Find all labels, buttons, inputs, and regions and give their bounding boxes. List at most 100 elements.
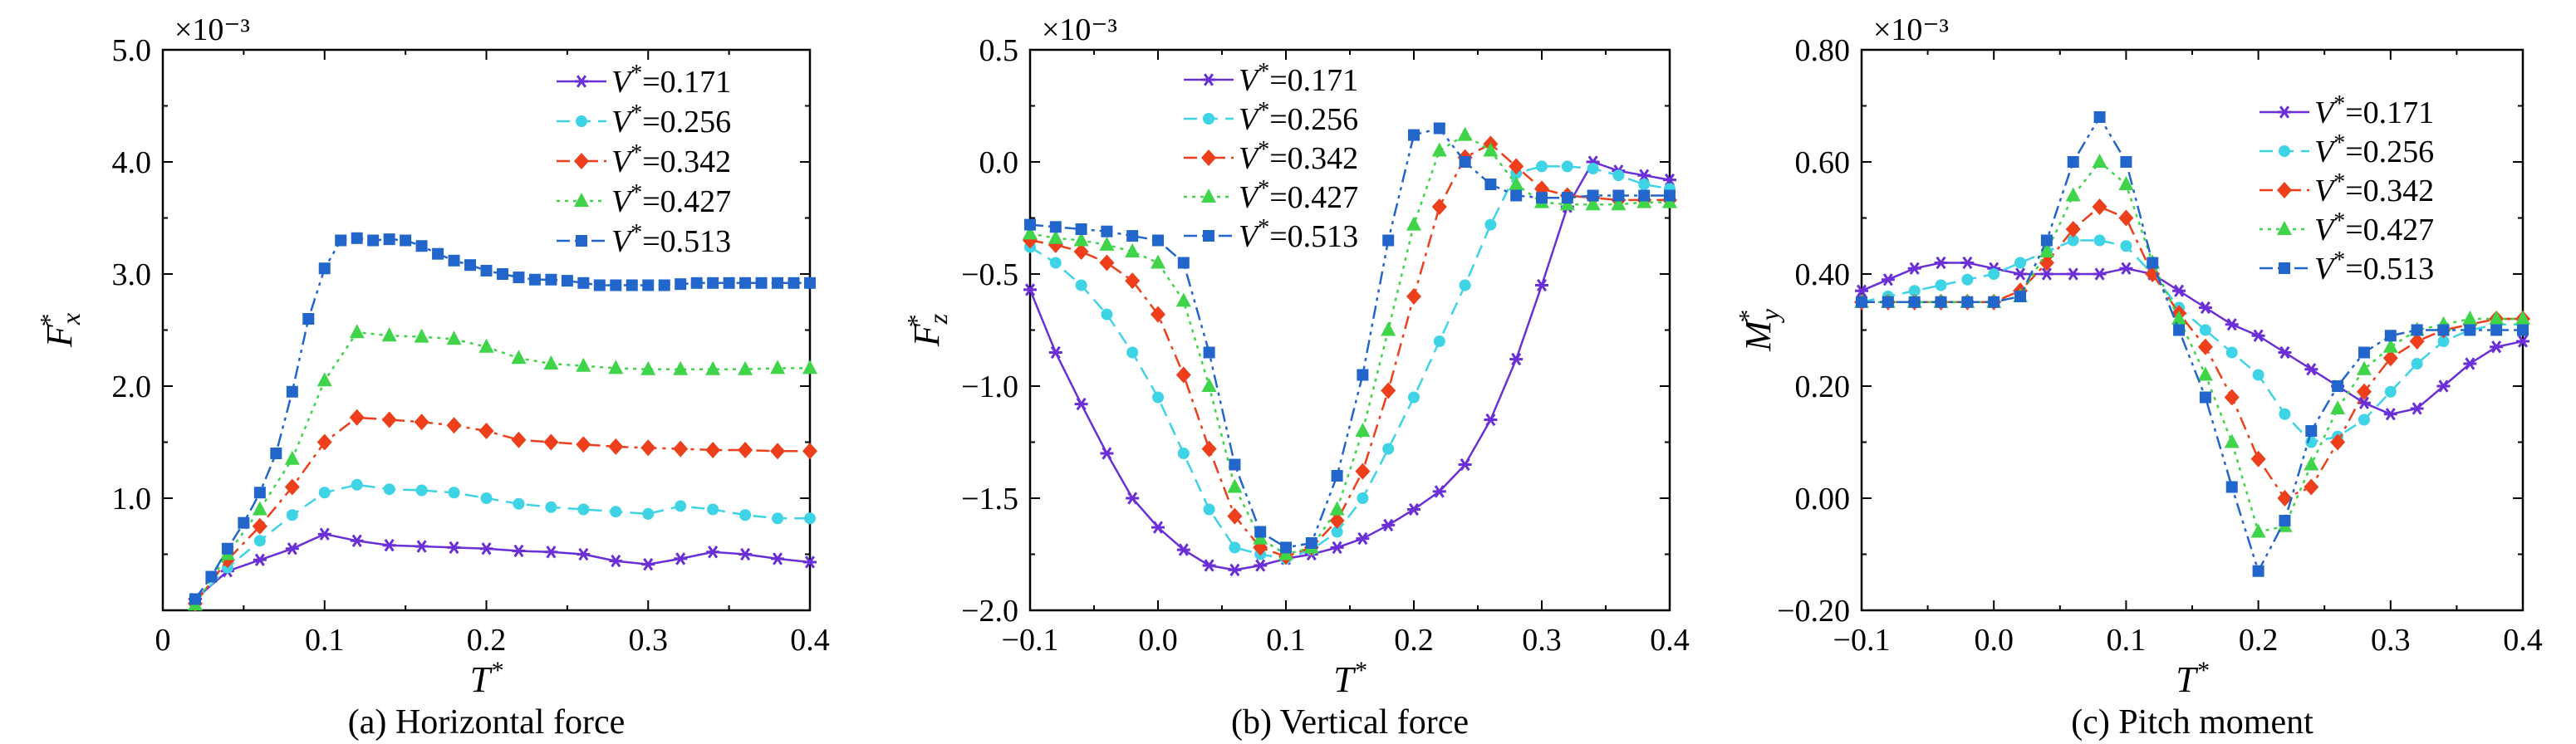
data-point xyxy=(545,273,557,286)
data-point xyxy=(349,324,365,339)
data-point xyxy=(1305,537,1317,549)
data-point xyxy=(349,409,365,426)
exponent-label: ×10⁻³ xyxy=(1042,12,1117,47)
y-tick-label: −2.0 xyxy=(961,594,1018,629)
data-point xyxy=(2409,333,2425,350)
data-point xyxy=(2357,396,2371,409)
legend-marker xyxy=(575,75,588,88)
data-point xyxy=(2278,345,2292,360)
y-tick-label: 2.0 xyxy=(112,370,152,404)
data-point xyxy=(738,360,753,375)
data-point xyxy=(2305,425,2318,437)
data-point xyxy=(1457,126,1473,141)
data-point xyxy=(1330,541,1344,555)
data-point xyxy=(2304,363,2318,376)
data-point xyxy=(2224,433,2240,448)
data-point xyxy=(252,501,267,516)
data-point xyxy=(1280,541,1292,554)
data-point xyxy=(1201,378,1217,392)
data-point xyxy=(2490,340,2504,354)
data-point xyxy=(205,570,218,583)
panel-2: −0.1 0.0 0.1 0.2 0.3 0.4 −2.0 −1.5 −1.0 −0.5 0.0 0.… xyxy=(901,12,1690,742)
data-point xyxy=(2277,490,2293,507)
series-0.513 xyxy=(1856,111,2529,577)
data-point xyxy=(1073,232,1089,247)
data-point xyxy=(2198,301,2212,315)
data-point xyxy=(2356,360,2372,375)
data-point xyxy=(658,279,670,291)
data-point xyxy=(1484,413,1498,427)
legend-marker xyxy=(2279,262,2290,274)
data-point xyxy=(284,450,300,465)
data-point xyxy=(2093,234,2106,247)
data-point xyxy=(2330,433,2346,451)
data-point xyxy=(1049,221,1062,233)
x-axis-label: T* xyxy=(2176,657,2208,700)
data-point xyxy=(2067,234,2079,247)
data-point xyxy=(1612,189,1625,202)
data-point xyxy=(690,277,703,289)
data-point xyxy=(2358,414,2370,426)
legend-marker xyxy=(2279,145,2290,157)
data-point xyxy=(1331,470,1343,482)
data-point xyxy=(2384,330,2397,342)
data-point xyxy=(317,527,331,541)
data-point xyxy=(1099,254,1115,272)
data-point xyxy=(448,254,460,267)
series-0.256 xyxy=(1024,160,1676,565)
data-point xyxy=(641,557,655,571)
data-point xyxy=(2516,335,2529,348)
data-point xyxy=(2067,156,2079,168)
data-point xyxy=(1203,503,1215,516)
data-point xyxy=(1229,541,1241,554)
data-point xyxy=(351,232,363,244)
data-point xyxy=(576,436,591,453)
data-point xyxy=(1561,160,1573,173)
data-point xyxy=(1988,296,2000,308)
data-point xyxy=(543,433,559,451)
x-tick-label: 0 xyxy=(155,623,171,658)
series-0.427 xyxy=(1854,154,2530,538)
data-point xyxy=(1907,262,1921,275)
data-point xyxy=(1856,296,1867,308)
data-point xyxy=(464,259,477,272)
data-point xyxy=(1408,129,1420,141)
data-point xyxy=(1048,229,1063,244)
data-point xyxy=(1355,463,1371,480)
legend-marker xyxy=(2277,182,2292,198)
data-point xyxy=(2065,221,2081,237)
data-point xyxy=(1357,492,1369,504)
series-line xyxy=(194,237,810,600)
series-line xyxy=(194,330,810,605)
data-point xyxy=(788,277,800,289)
data-point xyxy=(1638,179,1651,190)
data-point xyxy=(1509,176,1524,190)
legend-marker xyxy=(2278,105,2291,119)
x-axis-label: T* xyxy=(470,657,503,700)
legend-label: V*=0.342 xyxy=(2314,169,2434,208)
data-point xyxy=(675,278,687,291)
data-point xyxy=(1201,440,1217,458)
data-point xyxy=(2464,324,2476,336)
data-point xyxy=(253,487,266,499)
y-tick-label: 0.40 xyxy=(1795,257,1851,292)
data-point xyxy=(593,279,606,291)
data-point xyxy=(1408,391,1420,404)
data-point xyxy=(1432,485,1446,498)
data-point xyxy=(1329,501,1345,516)
data-point xyxy=(1381,382,1396,399)
panel-caption: (a) Horizontal force xyxy=(348,703,625,742)
panel-1: 0 0.1 0.2 0.3 0.4 1.0 2.0 3.0 4.0 5.0 ×10⁻³ Fx* T*(a… xyxy=(34,12,830,742)
data-point xyxy=(2490,324,2503,336)
x-tick-label: −0.1 xyxy=(1833,623,1891,658)
series-line xyxy=(1862,205,2523,500)
legend-marker xyxy=(1203,113,1214,125)
data-point xyxy=(238,516,250,529)
data-point xyxy=(1612,169,1625,182)
data-point xyxy=(480,492,493,504)
data-point xyxy=(577,547,591,561)
x-tick-label: 0.0 xyxy=(1974,623,2014,658)
data-point xyxy=(2014,291,2027,302)
